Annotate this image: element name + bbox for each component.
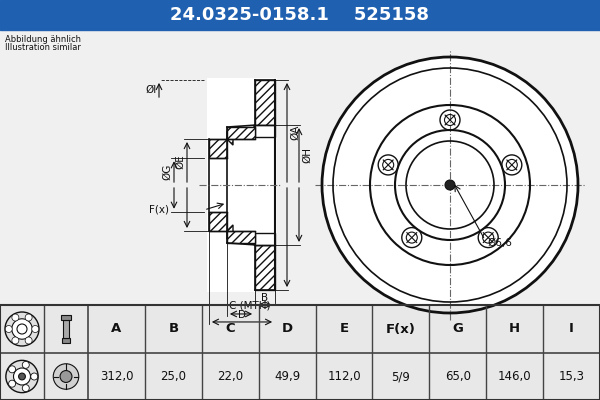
Polygon shape bbox=[227, 225, 255, 245]
Circle shape bbox=[5, 326, 12, 332]
Text: Illustration similar: Illustration similar bbox=[5, 43, 81, 52]
Text: 146,0: 146,0 bbox=[498, 370, 532, 383]
Text: D: D bbox=[238, 310, 246, 320]
Text: 49,9: 49,9 bbox=[274, 370, 300, 383]
Text: 24.0325-0158.1    525158: 24.0325-0158.1 525158 bbox=[170, 6, 430, 24]
Bar bbox=[209, 212, 227, 231]
Bar bbox=[209, 139, 227, 158]
Text: B: B bbox=[262, 293, 269, 303]
Circle shape bbox=[14, 368, 31, 385]
Bar bbox=[227, 127, 255, 139]
Text: Abbildung ähnlich: Abbildung ähnlich bbox=[5, 35, 81, 44]
Circle shape bbox=[22, 361, 29, 368]
Bar bbox=[255, 80, 275, 125]
Text: 15,3: 15,3 bbox=[559, 370, 584, 383]
Circle shape bbox=[12, 314, 19, 321]
Bar bbox=[207, 78, 277, 292]
Text: 22,0: 22,0 bbox=[217, 370, 243, 383]
Bar bbox=[63, 320, 69, 338]
Circle shape bbox=[22, 385, 29, 392]
Bar bbox=[61, 315, 71, 320]
Circle shape bbox=[8, 366, 16, 373]
Text: ØA: ØA bbox=[290, 125, 300, 140]
Circle shape bbox=[32, 326, 39, 332]
Text: C (MTH): C (MTH) bbox=[229, 301, 271, 311]
Text: B: B bbox=[168, 322, 178, 336]
Text: E: E bbox=[340, 322, 349, 336]
Text: Ate: Ate bbox=[328, 157, 452, 223]
Circle shape bbox=[445, 180, 455, 190]
Text: 5/9: 5/9 bbox=[391, 370, 410, 383]
Text: 112,0: 112,0 bbox=[327, 370, 361, 383]
Circle shape bbox=[322, 57, 578, 313]
Bar bbox=[0, 0, 600, 30]
Circle shape bbox=[12, 319, 32, 339]
Text: C: C bbox=[226, 322, 235, 336]
Circle shape bbox=[8, 380, 16, 387]
Circle shape bbox=[60, 370, 72, 382]
Bar bbox=[0, 30, 600, 305]
Bar bbox=[62, 338, 70, 343]
Text: ØI: ØI bbox=[146, 85, 157, 95]
Circle shape bbox=[5, 312, 39, 346]
Bar bbox=[255, 233, 275, 245]
Text: F(x): F(x) bbox=[386, 322, 416, 336]
Text: I: I bbox=[569, 322, 574, 336]
Text: ØH: ØH bbox=[302, 147, 312, 163]
Text: H: H bbox=[509, 322, 520, 336]
Circle shape bbox=[31, 373, 38, 380]
Circle shape bbox=[17, 324, 27, 334]
Circle shape bbox=[6, 360, 38, 393]
Circle shape bbox=[25, 337, 32, 344]
Text: D: D bbox=[281, 322, 293, 336]
Text: 25,0: 25,0 bbox=[160, 370, 187, 383]
Text: G: G bbox=[452, 322, 463, 336]
Bar bbox=[0, 305, 600, 400]
Text: ØE: ØE bbox=[175, 155, 185, 170]
Circle shape bbox=[25, 314, 32, 321]
Bar bbox=[255, 245, 275, 290]
Text: 65,0: 65,0 bbox=[445, 370, 471, 383]
Text: ®: ® bbox=[395, 198, 409, 212]
Text: Ø6,6: Ø6,6 bbox=[487, 238, 512, 248]
Polygon shape bbox=[227, 125, 255, 145]
Text: 312,0: 312,0 bbox=[100, 370, 133, 383]
Circle shape bbox=[12, 337, 19, 344]
Text: ØG: ØG bbox=[162, 164, 172, 180]
Text: A: A bbox=[112, 322, 122, 336]
Circle shape bbox=[19, 373, 25, 380]
Bar bbox=[227, 231, 255, 243]
Bar bbox=[0, 305, 600, 400]
Circle shape bbox=[53, 364, 79, 389]
Bar bbox=[255, 125, 275, 137]
Text: F(x): F(x) bbox=[149, 205, 169, 215]
